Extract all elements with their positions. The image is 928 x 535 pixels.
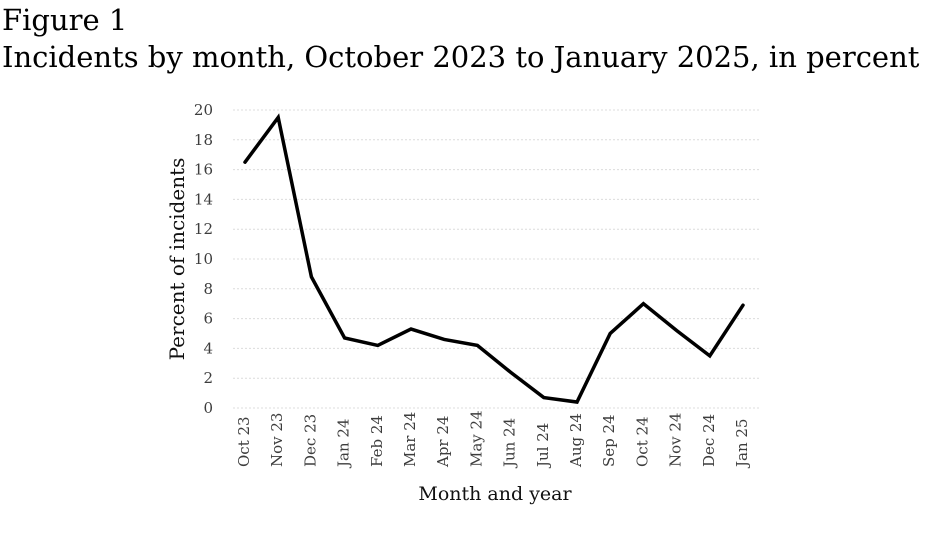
data-line — [243, 113, 745, 404]
x-tick-label: Mar 24 — [401, 412, 419, 467]
figure-title: Incidents by month, October 2023 to Janu… — [2, 40, 920, 74]
x-tick-label: Jul 24 — [534, 423, 552, 469]
x-tick-label: Sep 24 — [600, 414, 618, 467]
x-tick-label: Nov 24 — [667, 413, 685, 468]
y-tick-label: 8 — [203, 280, 213, 298]
x-tick-label: Jan 25 — [733, 419, 751, 469]
x-tick-label: Aug 24 — [567, 413, 585, 468]
figure-header: Figure 1 Incidents by month, October 202… — [2, 2, 919, 76]
y-tick-label: 6 — [203, 310, 213, 328]
y-axis-title: Percent of incidents — [165, 158, 189, 361]
figure-label: Figure 1 — [2, 3, 128, 37]
y-tick-label: 18 — [194, 131, 213, 149]
y-tick-label: 12 — [194, 220, 213, 238]
x-tick-label: Nov 23 — [268, 413, 286, 468]
y-tick-label: 20 — [194, 101, 213, 119]
x-tick-label: Oct 23 — [235, 416, 253, 467]
x-tick-label: Jun 24 — [501, 418, 519, 469]
y-tick-label: 2 — [203, 369, 213, 387]
x-tick-label: Dec 23 — [301, 414, 319, 467]
y-tick-label: 10 — [194, 250, 213, 268]
y-tick-label: 0 — [203, 399, 213, 417]
x-tick-label: Feb 24 — [368, 415, 386, 467]
x-tick-label: Dec 24 — [700, 414, 718, 467]
x-tick-label: May 24 — [467, 410, 485, 467]
x-tick-label: Apr 24 — [434, 416, 452, 468]
y-tick-label: 14 — [194, 190, 213, 208]
x-tick-label: Oct 24 — [633, 416, 651, 467]
y-tick-label: 16 — [194, 161, 213, 179]
y-tick-label: 4 — [203, 339, 213, 357]
x-tick-label: Jan 24 — [335, 419, 353, 469]
x-axis-title: Month and year — [418, 483, 572, 505]
